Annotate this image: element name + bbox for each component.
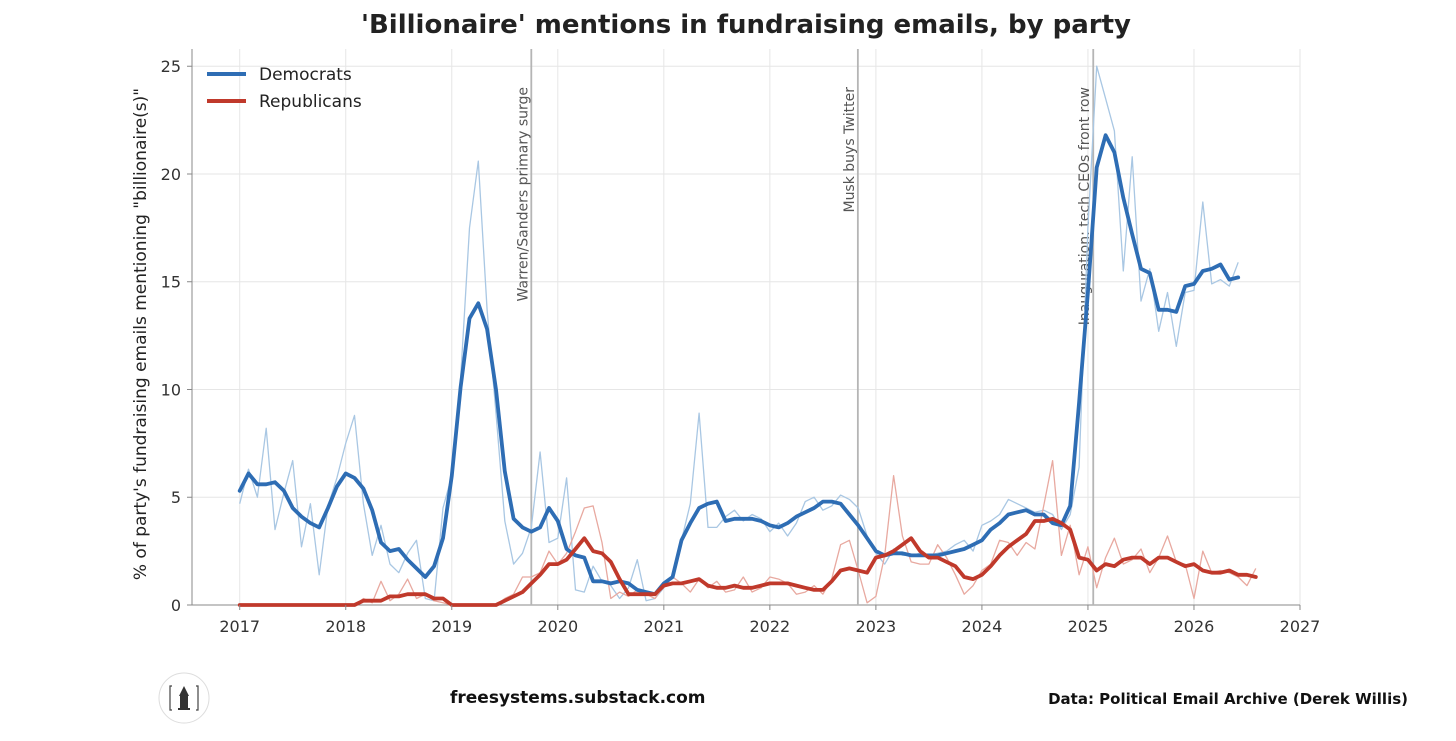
series-raw-line bbox=[239, 459, 1257, 606]
footer-site: freesystems.substack.com bbox=[450, 688, 706, 708]
grid bbox=[192, 49, 1301, 606]
y-tick-label: 15 bbox=[161, 273, 181, 292]
x-tick-label: 2027 bbox=[1280, 617, 1321, 636]
y-tick-label: 5 bbox=[171, 488, 181, 507]
smoothed-lines bbox=[237, 133, 1258, 607]
x-tick-label: 2023 bbox=[856, 617, 897, 636]
footer-source: Data: Political Email Archive (Derek Wil… bbox=[1048, 690, 1408, 708]
axes bbox=[191, 49, 1300, 606]
y-tick-label: 10 bbox=[161, 380, 181, 399]
y-tick-label: 20 bbox=[161, 165, 181, 184]
chart-title: 'Billionaire' mentions in fundraising em… bbox=[361, 10, 1131, 40]
x-tick-label: 2019 bbox=[431, 617, 472, 636]
annotation-label: Warren/Sanders primary surge bbox=[515, 87, 531, 301]
legend-label: Republicans bbox=[259, 92, 362, 112]
x-tick-label: 2022 bbox=[749, 617, 790, 636]
ticks: 2017 2018 2019 2020 2021 2022 2023 2024 2025 2026… bbox=[161, 57, 1321, 636]
x-tick-label: 2018 bbox=[325, 617, 366, 636]
series-smoothed-line bbox=[237, 133, 1241, 597]
legend: Democrats Republicans bbox=[207, 65, 362, 112]
annotation-label: Musk buys Twitter bbox=[842, 87, 858, 213]
x-tick-label: 2021 bbox=[643, 617, 684, 636]
x-tick-label: 2020 bbox=[537, 617, 578, 636]
y-tick-label: 0 bbox=[171, 596, 181, 615]
logo-icon bbox=[158, 672, 210, 724]
x-tick-label: 2026 bbox=[1174, 617, 1215, 636]
series-smoothed-line bbox=[237, 516, 1258, 607]
annotations: Warren/Sanders primary surge Musk buys Tw… bbox=[515, 49, 1095, 605]
x-tick-label: 2025 bbox=[1068, 617, 1109, 636]
y-axis-label: % of party's fundraising emails mentioni… bbox=[131, 88, 151, 580]
x-tick-label: 2017 bbox=[219, 617, 260, 636]
legend-label: Democrats bbox=[259, 65, 352, 85]
y-tick-label: 25 bbox=[161, 57, 181, 76]
x-tick-label: 2024 bbox=[962, 617, 1003, 636]
